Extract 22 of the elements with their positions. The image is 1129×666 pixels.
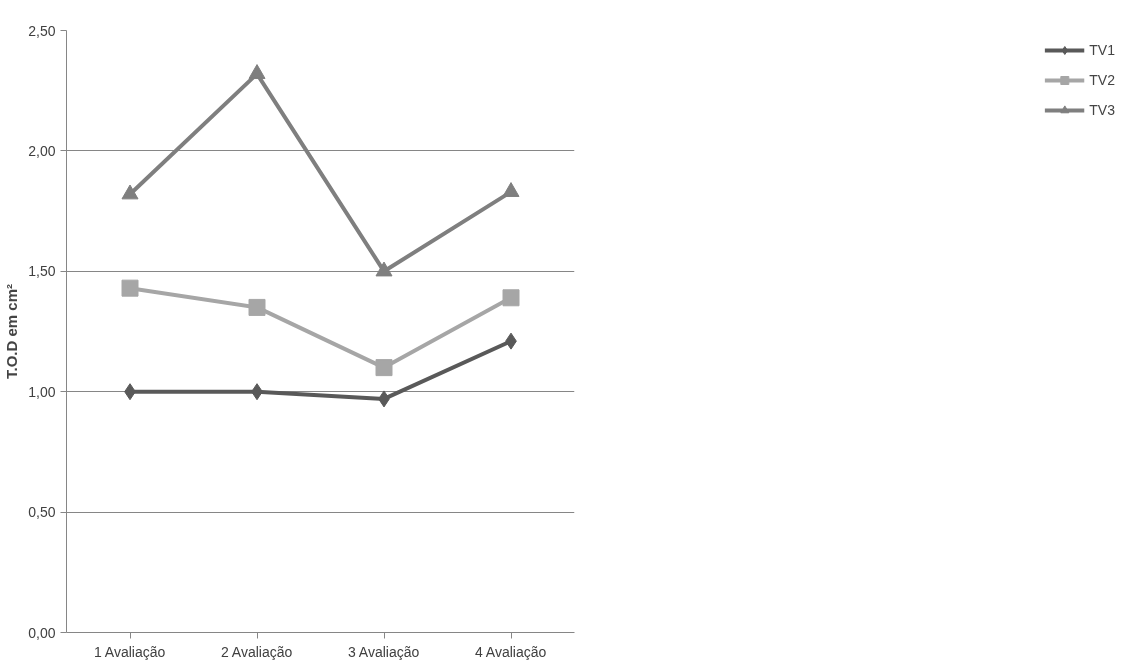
y-tick-label: 2,50 [28, 22, 56, 39]
y-tick-label: 1,50 [28, 263, 56, 280]
legend-label: TV2 [1089, 72, 1115, 88]
y-tick-label: 1,00 [28, 383, 56, 400]
point [502, 182, 520, 197]
point [248, 298, 266, 316]
point [121, 184, 139, 200]
point [375, 261, 393, 277]
point [121, 279, 139, 297]
x-tick-label: 3 Avaliação [347, 643, 420, 660]
point [375, 359, 393, 377]
point [248, 64, 266, 79]
y-axis-title: T.O.D em cm² [3, 283, 21, 380]
x-tick-label: 1 Avaliação [93, 643, 166, 660]
legend-label: TV1 [1089, 42, 1115, 58]
y-tick-label: 0,50 [28, 504, 56, 521]
x-tick-label: 2 Avaliação [220, 643, 293, 660]
y-tick-label: 2,00 [28, 142, 56, 159]
point [502, 289, 520, 307]
y-tick-label: 0,00 [28, 624, 56, 641]
x-tick-label: 4 Avaliação [474, 643, 547, 660]
legend-label: TV3 [1089, 102, 1115, 118]
